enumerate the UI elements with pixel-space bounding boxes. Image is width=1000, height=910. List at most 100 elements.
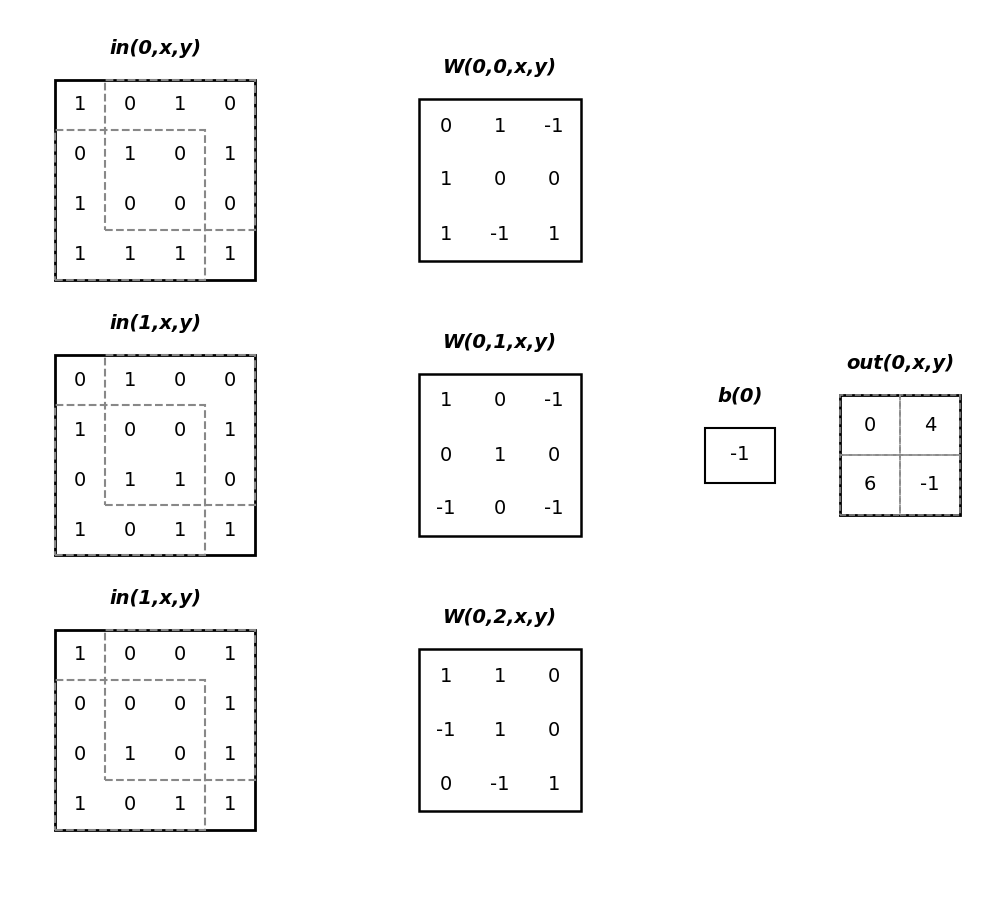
Text: 0: 0 — [548, 721, 560, 740]
Bar — [419, 649, 581, 811]
Text: -1: -1 — [544, 500, 564, 519]
Text: 0: 0 — [224, 370, 236, 389]
Text: 1: 1 — [124, 246, 136, 265]
Text: 1: 1 — [174, 246, 186, 265]
Text: 0: 0 — [124, 695, 136, 714]
Text: 0: 0 — [494, 500, 506, 519]
Bar — [55, 405, 205, 555]
Text: 1: 1 — [74, 420, 86, 440]
Bar — [55, 680, 205, 830]
Text: 0: 0 — [864, 416, 876, 434]
Text: 0: 0 — [548, 170, 560, 189]
Text: 1: 1 — [224, 521, 236, 540]
Text: 1: 1 — [224, 695, 236, 714]
Text: -1: -1 — [920, 476, 940, 494]
Bar — [900, 455, 960, 515]
Bar — [55, 355, 255, 555]
Text: -1: -1 — [490, 225, 510, 244]
Text: 1: 1 — [174, 795, 186, 814]
Text: 1: 1 — [440, 666, 452, 685]
Text: 0: 0 — [124, 521, 136, 540]
Text: 0: 0 — [548, 446, 560, 464]
Text: 1: 1 — [174, 470, 186, 490]
Text: in(1,x,y): in(1,x,y) — [109, 314, 201, 333]
Bar — [55, 630, 255, 830]
Text: -1: -1 — [544, 391, 564, 410]
Text: 0: 0 — [74, 370, 86, 389]
Text: -1: -1 — [544, 116, 564, 136]
Text: -1: -1 — [730, 446, 750, 464]
Bar — [419, 374, 581, 536]
Text: 1: 1 — [174, 521, 186, 540]
Text: 0: 0 — [174, 370, 186, 389]
Text: 1: 1 — [440, 170, 452, 189]
Text: 1: 1 — [548, 774, 560, 794]
Text: W(0,0,x,y): W(0,0,x,y) — [443, 58, 557, 77]
Text: 1: 1 — [440, 225, 452, 244]
Text: 1: 1 — [74, 196, 86, 215]
Text: 0: 0 — [494, 391, 506, 410]
Text: 1: 1 — [74, 521, 86, 540]
Text: 0: 0 — [174, 420, 186, 440]
Text: 0: 0 — [174, 745, 186, 764]
Bar — [840, 395, 900, 455]
Text: 1: 1 — [124, 146, 136, 165]
Bar — [105, 355, 255, 505]
Text: b(0): b(0) — [717, 387, 763, 406]
Text: -1: -1 — [436, 721, 456, 740]
Bar — [900, 395, 960, 455]
Text: 0: 0 — [74, 695, 86, 714]
Text: 0: 0 — [74, 470, 86, 490]
Text: 0: 0 — [174, 196, 186, 215]
Text: 1: 1 — [174, 96, 186, 115]
Text: 1: 1 — [74, 96, 86, 115]
Text: 1: 1 — [224, 645, 236, 664]
Text: 1: 1 — [224, 745, 236, 764]
Text: 1: 1 — [494, 116, 506, 136]
Text: 0: 0 — [124, 96, 136, 115]
Text: 1: 1 — [548, 225, 560, 244]
Text: 4: 4 — [924, 416, 936, 434]
Text: out(0,x,y): out(0,x,y) — [846, 354, 954, 373]
Text: 0: 0 — [440, 774, 452, 794]
Bar — [105, 80, 255, 230]
Text: in(0,x,y): in(0,x,y) — [109, 39, 201, 58]
Text: 0: 0 — [74, 146, 86, 165]
Text: 0: 0 — [124, 420, 136, 440]
Text: 0: 0 — [494, 170, 506, 189]
Text: 0: 0 — [124, 645, 136, 664]
Text: 1: 1 — [74, 645, 86, 664]
Text: 0: 0 — [74, 745, 86, 764]
Text: 0: 0 — [548, 666, 560, 685]
Bar — [55, 130, 205, 280]
Text: W(0,1,x,y): W(0,1,x,y) — [443, 333, 557, 352]
Text: 1: 1 — [124, 470, 136, 490]
Bar — [419, 99, 581, 261]
Text: 0: 0 — [440, 116, 452, 136]
Text: 0: 0 — [174, 695, 186, 714]
Text: 1: 1 — [224, 420, 236, 440]
Text: 1: 1 — [224, 246, 236, 265]
Text: 0: 0 — [174, 645, 186, 664]
Text: -1: -1 — [436, 500, 456, 519]
Bar — [705, 428, 775, 482]
Text: -1: -1 — [490, 774, 510, 794]
Text: 0: 0 — [224, 470, 236, 490]
Text: 0: 0 — [224, 196, 236, 215]
Text: 1: 1 — [74, 246, 86, 265]
Bar — [55, 80, 255, 280]
Text: W(0,2,x,y): W(0,2,x,y) — [443, 608, 557, 627]
Text: 1: 1 — [494, 666, 506, 685]
Text: 1: 1 — [224, 795, 236, 814]
Text: 6: 6 — [864, 476, 876, 494]
Text: 0: 0 — [440, 446, 452, 464]
Bar — [840, 395, 960, 515]
Text: 1: 1 — [494, 721, 506, 740]
Text: 1: 1 — [224, 146, 236, 165]
Text: 0: 0 — [124, 196, 136, 215]
Text: 0: 0 — [174, 146, 186, 165]
Text: 0: 0 — [224, 96, 236, 115]
Text: 1: 1 — [74, 795, 86, 814]
Bar — [105, 630, 255, 780]
Text: 1: 1 — [440, 391, 452, 410]
